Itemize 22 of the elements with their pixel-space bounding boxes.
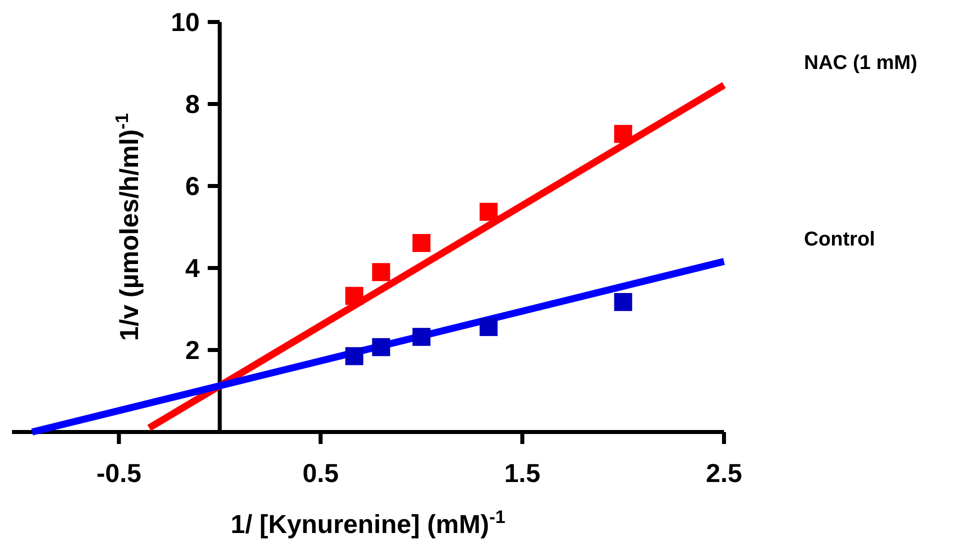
y-tick-label: 4 bbox=[185, 253, 200, 283]
point bbox=[412, 234, 430, 252]
point bbox=[614, 124, 632, 143]
x-tick-label: 0.5 bbox=[302, 458, 339, 488]
point bbox=[614, 293, 632, 312]
y-tick-label: 2 bbox=[185, 335, 200, 365]
point bbox=[372, 338, 390, 356]
point bbox=[480, 318, 498, 336]
text: NAC (1 mM) bbox=[804, 52, 918, 74]
y-tick-label: 6 bbox=[185, 171, 200, 201]
x-tick-label: 1.5 bbox=[504, 458, 540, 488]
x-tick-label: 2.5 bbox=[706, 458, 742, 488]
point bbox=[412, 328, 430, 346]
x-axis-title: 1/ [Kynurenine] (mM)$^{-1}$ bbox=[230, 507, 506, 539]
point bbox=[480, 202, 498, 221]
point bbox=[372, 263, 390, 282]
y-tick-label: 10 bbox=[170, 7, 200, 37]
text: Control bbox=[804, 228, 876, 250]
x-tick-label: -0.5 bbox=[96, 458, 142, 488]
point bbox=[345, 347, 364, 366]
point bbox=[345, 286, 364, 305]
y-tick-label: 8 bbox=[185, 89, 200, 119]
